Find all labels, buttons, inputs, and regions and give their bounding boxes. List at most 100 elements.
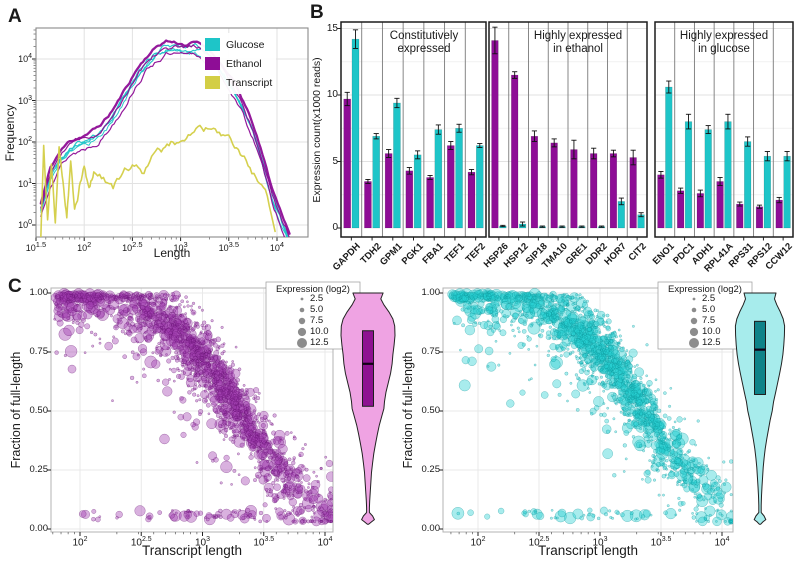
scatter-point (142, 373, 147, 379)
scatter-point (133, 324, 137, 328)
scatter-point (253, 442, 257, 446)
scatter-point (232, 386, 241, 396)
scatter-point (593, 405, 600, 411)
scatter-point (61, 292, 66, 297)
scatter-point (524, 297, 528, 301)
scatter-point (225, 396, 229, 399)
scatter-point (170, 334, 177, 341)
scatter-point (627, 399, 631, 403)
scatter-point (659, 447, 665, 454)
scatter-point (159, 308, 163, 312)
scatter-point (577, 349, 580, 352)
scatter-point (554, 295, 559, 300)
series-line-ethanol_rep3 (40, 51, 286, 237)
scatter-point (606, 406, 610, 410)
scatter-point (217, 405, 222, 410)
scatter-point (154, 319, 158, 323)
scatter-point (252, 409, 256, 413)
scatter-point (540, 310, 545, 316)
scatter-point (590, 374, 594, 377)
scatter-point (303, 443, 307, 446)
scatter-point (535, 296, 539, 300)
scatter-point (634, 410, 640, 415)
scatter-point (202, 320, 207, 325)
scatter-point (237, 395, 242, 400)
scatter-point (224, 379, 228, 383)
scatter-point (273, 436, 286, 449)
scatter-point (276, 473, 281, 477)
scatter-point (467, 509, 474, 516)
scatter-point (236, 382, 239, 386)
scatter-point (468, 297, 471, 300)
scatter-point (218, 508, 223, 514)
bar-glucose-PDC1 (684, 121, 693, 229)
scatter-point (255, 396, 261, 401)
scatter-point (599, 339, 603, 342)
scatter-point (495, 308, 498, 312)
scatter-point (578, 296, 582, 300)
scatter-point (271, 430, 277, 436)
scatter-point (693, 506, 699, 512)
scatter-point (272, 472, 276, 476)
scatter-point (623, 394, 628, 399)
scatter-point (194, 371, 197, 375)
scatter-point (647, 432, 651, 436)
scatter-point (200, 358, 204, 362)
scatter-point (550, 305, 554, 310)
scatter-point (661, 462, 666, 467)
scatter-point (326, 471, 333, 482)
scatter-point (176, 367, 180, 371)
scatter-point (521, 342, 526, 347)
scatter-point (514, 317, 518, 321)
scatter-point (641, 413, 646, 418)
scatter-point (187, 367, 191, 371)
scatter-point (218, 416, 222, 419)
scatter-point (144, 294, 148, 298)
scatter-point (174, 350, 178, 355)
scatter-point (643, 423, 647, 427)
scatter-point (591, 513, 596, 518)
scatter-point (591, 332, 595, 335)
scatter-point (508, 352, 512, 355)
scatter-point (656, 434, 659, 438)
scatter-point (553, 315, 557, 319)
scatter-point (220, 351, 225, 356)
scatter-point (631, 390, 634, 394)
scatter-point (279, 457, 283, 460)
scatter-point (289, 431, 293, 434)
scatter-point (646, 410, 651, 416)
scatter-point (625, 367, 630, 371)
scatter-point (298, 451, 304, 458)
scatter-point (303, 497, 307, 501)
scatter-point (154, 347, 158, 350)
scatter-point (653, 401, 657, 405)
scatter-point (224, 372, 228, 376)
scatter-point (662, 413, 668, 419)
scatter-point (605, 325, 610, 330)
scatter-point (591, 320, 595, 323)
scatter-point (209, 339, 213, 342)
scatter-point (159, 433, 170, 445)
scatter-point (262, 430, 265, 434)
scatter-point (299, 471, 303, 475)
scatter-point (107, 304, 111, 308)
scatter-point (568, 352, 572, 356)
scatter-point (242, 397, 246, 401)
scatter-point (600, 367, 604, 371)
scatter-point (599, 360, 603, 365)
scatter-point (611, 516, 615, 520)
scatter-point (639, 427, 643, 431)
scatter-point (729, 459, 733, 464)
scatter-point (555, 330, 559, 334)
scatter-point (144, 336, 148, 340)
scatter-point (222, 363, 226, 367)
scatter-point (605, 320, 608, 324)
scatter-point (213, 350, 220, 356)
scatter-point (570, 342, 578, 350)
scatter-point (254, 440, 258, 444)
scatter-point (604, 418, 609, 424)
scatter-point (697, 461, 701, 465)
scatter-point (654, 407, 658, 411)
scatter-point (233, 395, 238, 401)
